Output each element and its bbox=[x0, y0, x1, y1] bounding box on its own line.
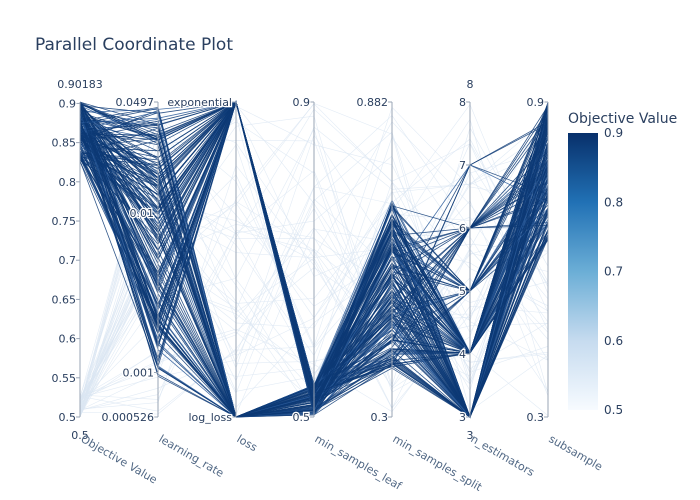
colorbar-tick-label: 0.6 bbox=[604, 334, 623, 348]
axis-tick-label: 0.9 bbox=[59, 97, 77, 110]
axis-category-label: log_loss bbox=[188, 411, 232, 424]
colorbar: Objective Value 0.5 0.6 0.7 0.8 0.9 bbox=[568, 111, 677, 417]
axis-tick-label: 0.8 bbox=[59, 176, 77, 189]
axis-tick-label: 0.7 bbox=[59, 254, 77, 267]
axis-tick-label: 7 bbox=[459, 159, 466, 172]
axis-title: n_estimators bbox=[469, 432, 537, 479]
colorbar-tick-label: 0.9 bbox=[604, 126, 623, 140]
axis-range-bottom: 0.5 bbox=[293, 411, 311, 424]
axis-title: subsample bbox=[547, 432, 605, 473]
axis-range-bottom: 0.3 bbox=[371, 411, 389, 424]
colorbar-tick-label: 0.7 bbox=[604, 265, 623, 279]
axis-tick-label: 0.5 bbox=[59, 411, 77, 424]
axis-tick-label: 5 bbox=[459, 285, 466, 298]
axis-tick-label: 0.6 bbox=[59, 333, 77, 346]
axis-range-top: 0.90183 bbox=[57, 78, 103, 91]
axis-title: learning_rate bbox=[157, 432, 227, 480]
axis-tick-label: 0.01 bbox=[130, 207, 155, 220]
axis-range-top: 8 bbox=[467, 78, 474, 91]
axis-tick-label: 0.55 bbox=[52, 372, 77, 385]
axis-tick-label: 0.75 bbox=[52, 215, 77, 228]
axis-range-bottom: 0.000526 bbox=[102, 411, 155, 424]
axis-range-bottom: 0.5 bbox=[71, 429, 89, 442]
axis-tick-label: 6 bbox=[459, 222, 466, 235]
colorbar-tick-label: 0.5 bbox=[604, 403, 623, 417]
axis-title: Objective Value bbox=[79, 432, 160, 486]
axis-title: loss bbox=[235, 432, 260, 454]
axis-tick-label: 0.001 bbox=[123, 367, 155, 380]
axis-category-label: exponential bbox=[167, 96, 232, 109]
axis-range-top: 0.9 bbox=[527, 96, 545, 109]
axis-tick-label: 3 bbox=[459, 411, 466, 424]
axis-tick-label: 0.65 bbox=[52, 293, 77, 306]
axis-range-bottom: 0.3 bbox=[527, 411, 545, 424]
axis-tick-label: 0.85 bbox=[52, 137, 77, 150]
colorbar-title: Objective Value bbox=[568, 111, 677, 127]
axis-tick-label: 8 bbox=[459, 96, 466, 109]
axis-range-bottom: 3 bbox=[467, 429, 474, 442]
colorbar-gradient bbox=[568, 133, 598, 410]
axis-tick-label: 4 bbox=[459, 348, 466, 361]
colorbar-tick-label: 0.8 bbox=[604, 195, 623, 209]
axis-range-top: 0.882 bbox=[357, 96, 389, 109]
chart-title: Parallel Coordinate Plot bbox=[35, 35, 233, 55]
axis-range-top: 0.9 bbox=[293, 96, 311, 109]
axis-range-top: 0.0497 bbox=[116, 96, 155, 109]
